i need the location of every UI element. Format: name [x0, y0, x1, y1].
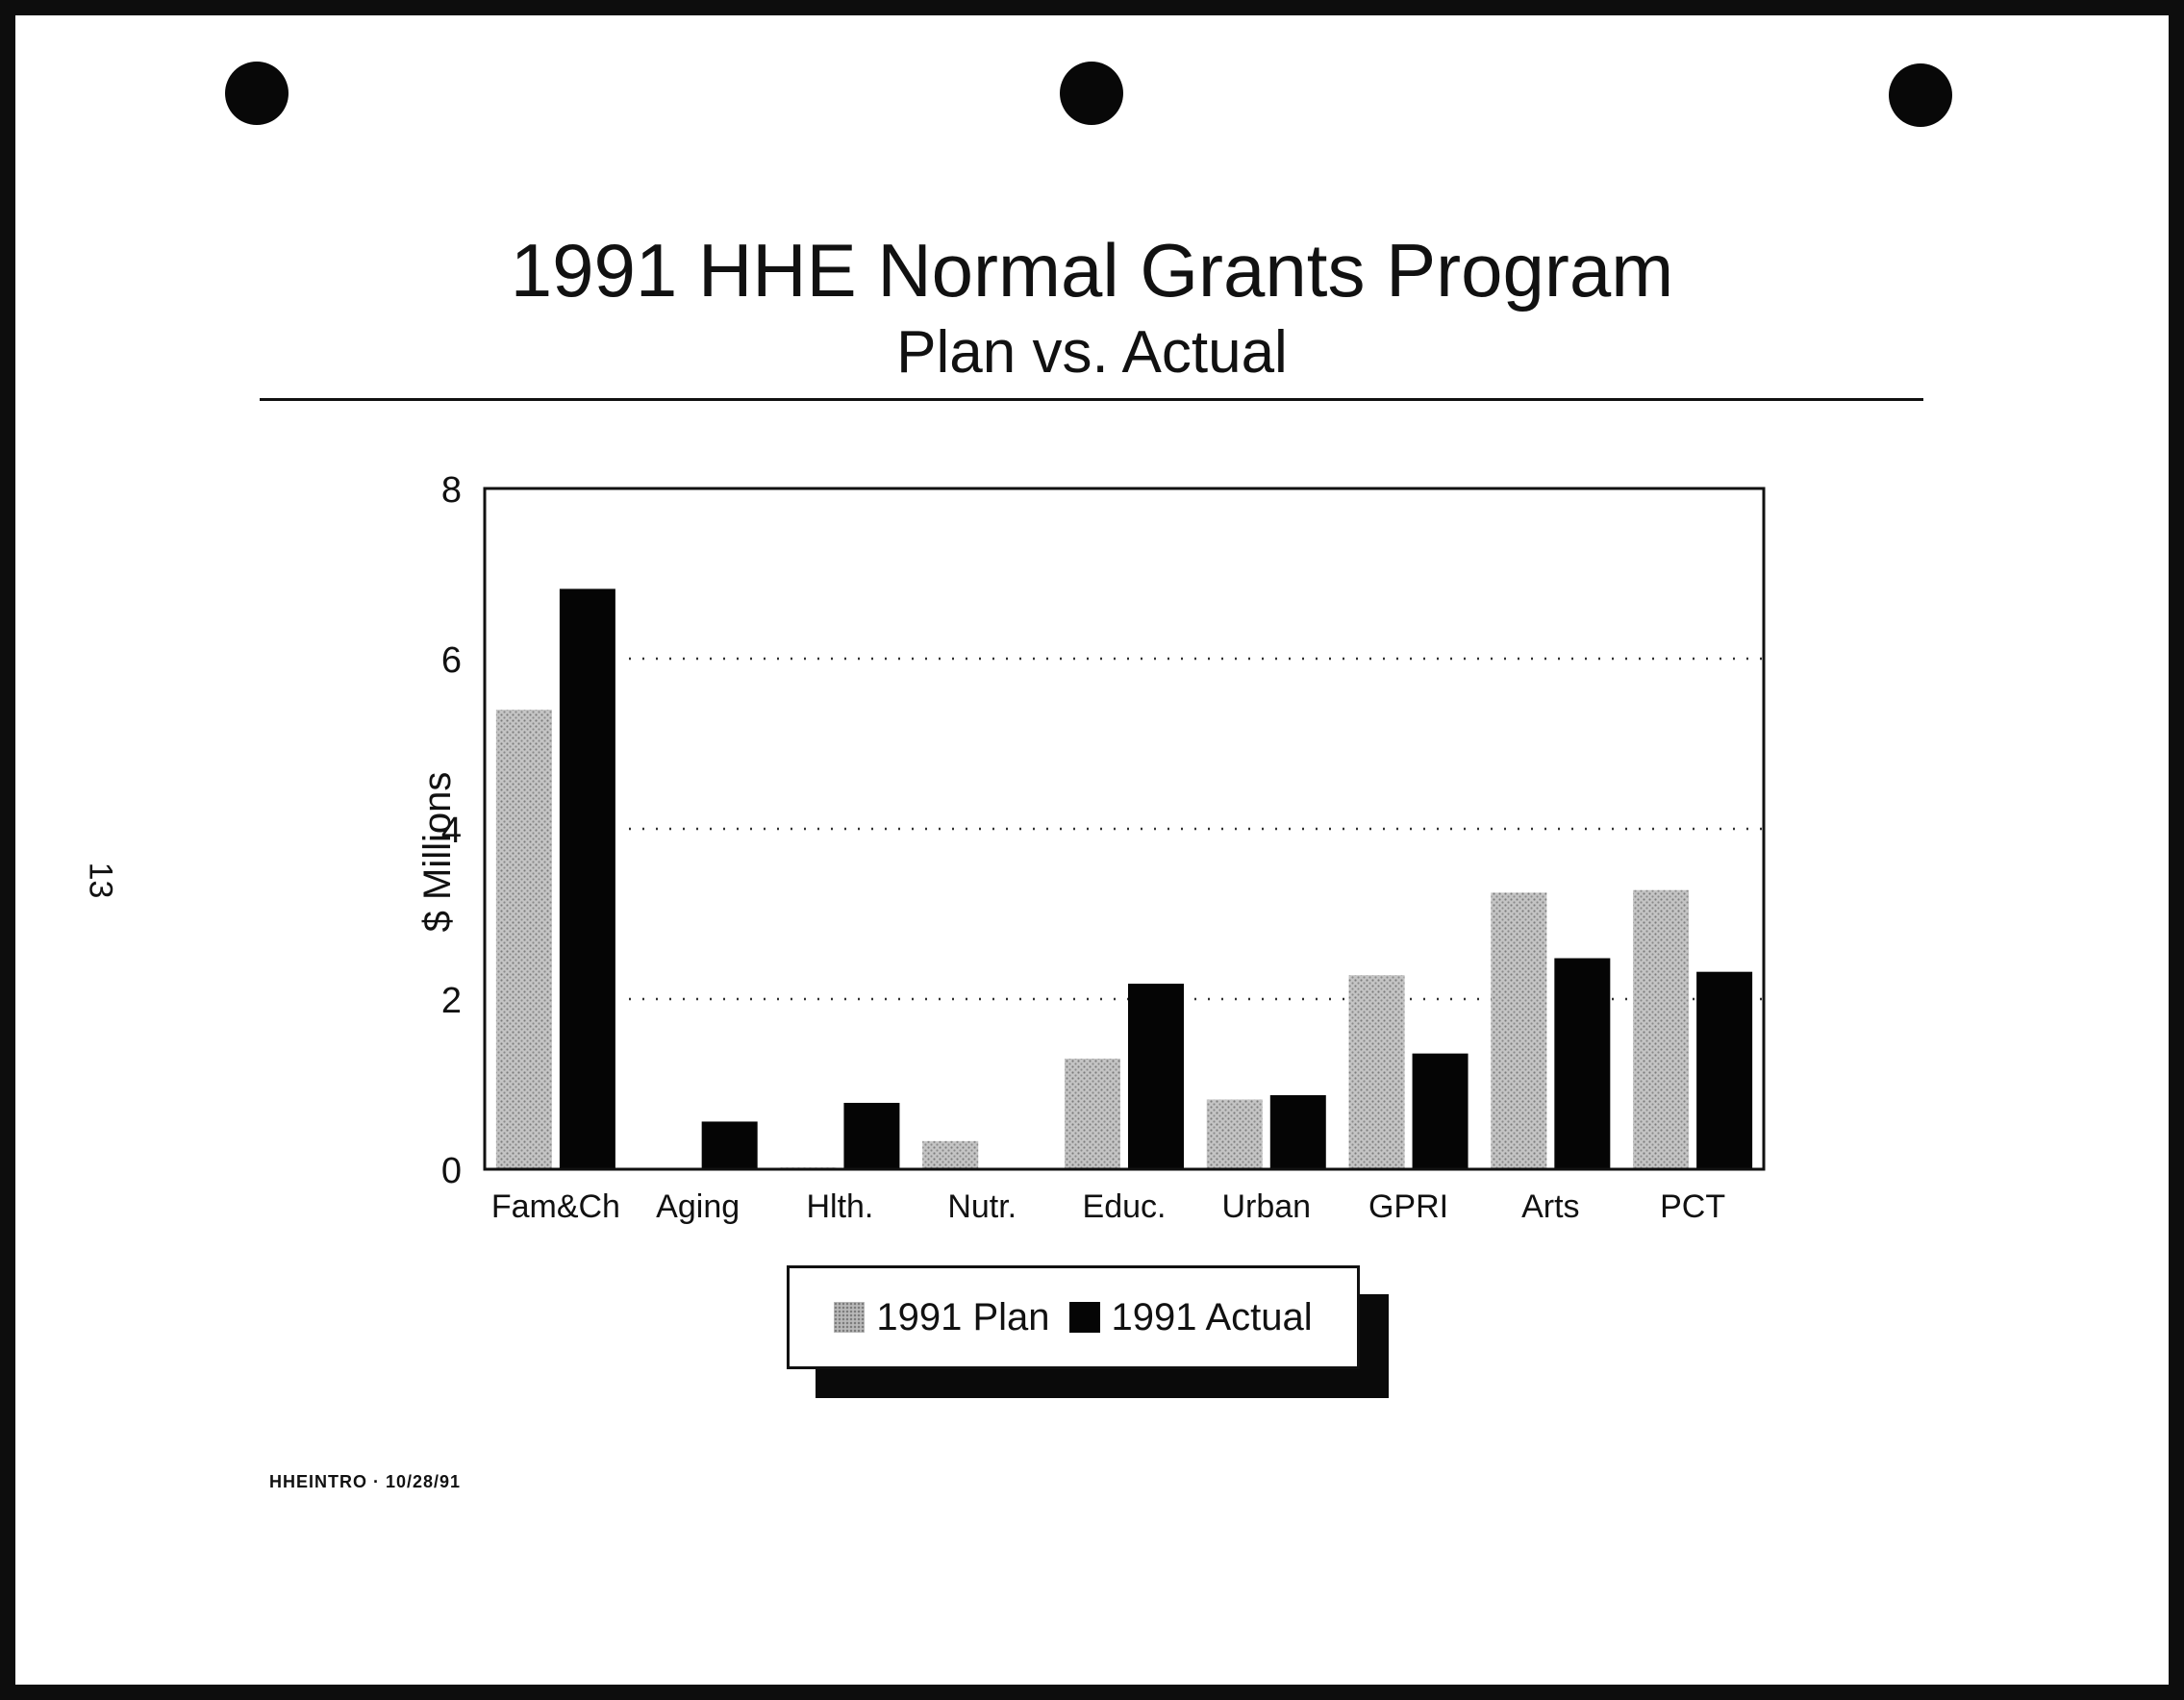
- bar-plan: [1633, 889, 1690, 1169]
- punch-hole-left: [225, 62, 289, 125]
- x-tick-label: Educ.: [1083, 1188, 1167, 1225]
- legend-entry-actual: 1991 Actual: [1068, 1295, 1313, 1339]
- x-tick-label: Nutr.: [947, 1188, 1017, 1225]
- chart-subtitle: Plan vs. Actual: [896, 319, 1288, 386]
- bar-plan: [495, 710, 552, 1169]
- bar-plan: [1065, 1058, 1120, 1169]
- x-tick-label: Fam&Ch: [491, 1188, 620, 1225]
- title-divider: [260, 398, 1923, 401]
- chart-legend: 1991 Plan 1991 Actual: [787, 1265, 1360, 1369]
- x-tick-labels: Fam&Ch Aging Hlth. Nutr. Educ. Urban GPRI Arts P…: [491, 1188, 1725, 1225]
- legend-entry-plan: 1991 Plan: [834, 1295, 1050, 1339]
- x-tick-label: Urban: [1221, 1188, 1311, 1225]
- x-tick-label: GPRI: [1368, 1188, 1448, 1225]
- x-tick-label: Arts: [1521, 1188, 1579, 1225]
- plot-frame: [483, 487, 1766, 1171]
- legend-label-plan: 1991 Plan: [876, 1295, 1050, 1338]
- y-axis-label: $ Millions: [416, 772, 459, 933]
- bar-actual: [843, 1102, 900, 1169]
- bar-actual: [1269, 1095, 1326, 1169]
- bars: [495, 588, 1753, 1169]
- y-tick-label: 2: [441, 981, 462, 1021]
- bar-actual: [559, 588, 615, 1169]
- punch-hole-right: [1889, 63, 1952, 127]
- bar-actual: [1128, 984, 1184, 1169]
- x-tick-label: PCT: [1660, 1188, 1725, 1225]
- chart-title: 1991 HHE Normal Grants Program: [510, 228, 1674, 312]
- x-tick-label: Hlth.: [806, 1188, 873, 1225]
- legend-swatch-actual: [1068, 1302, 1100, 1333]
- bar-plan: [1491, 892, 1547, 1169]
- punch-hole-middle: [1060, 62, 1123, 125]
- legend-swatch-plan: [834, 1302, 866, 1333]
- bar-actual: [1412, 1053, 1469, 1169]
- y-tick-labels: 0 2 4 6 8: [441, 470, 462, 1191]
- footer-note: HHEINTRO · 10/28/91: [269, 1472, 462, 1491]
- bar-plan: [922, 1140, 979, 1169]
- bar-actual: [1696, 971, 1753, 1169]
- bar-actual: [1554, 958, 1611, 1169]
- bar-chart: 0 2 4 6 8 Fam&Ch Aging Hlth. Nutr. Educ. Urban GPR…: [416, 470, 1766, 1225]
- x-tick-label: Aging: [656, 1188, 740, 1225]
- bar-plan: [1348, 975, 1405, 1169]
- grid-lines: [629, 657, 1764, 1001]
- y-tick-label: 8: [441, 470, 462, 511]
- y-tick-label: 0: [441, 1151, 462, 1191]
- bar-plan: [1206, 1099, 1263, 1169]
- bar-actual: [701, 1121, 758, 1169]
- y-tick-label: 4: [441, 811, 462, 851]
- y-tick-label: 6: [441, 640, 462, 681]
- legend-label-actual: 1991 Actual: [1111, 1295, 1313, 1338]
